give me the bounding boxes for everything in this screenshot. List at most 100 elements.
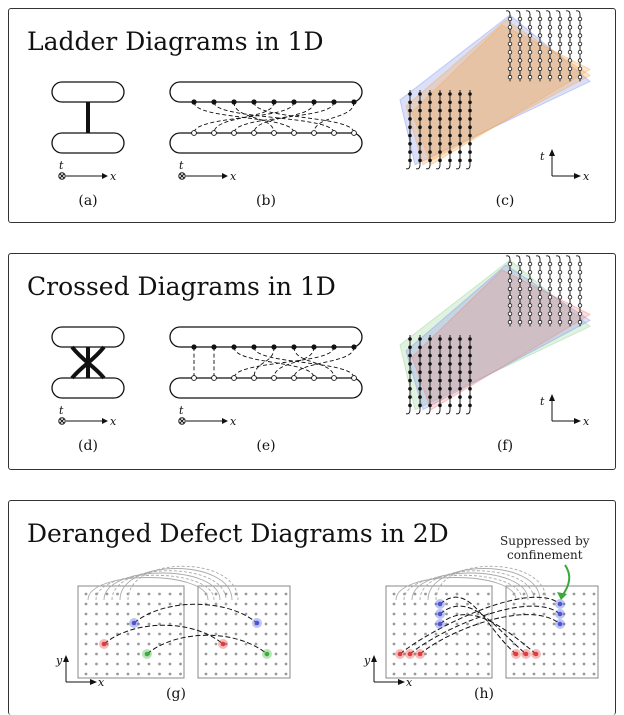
diagram-g-site bbox=[234, 612, 238, 616]
diagram-g-defect bbox=[264, 651, 270, 657]
diagram-g-x-arrowhead bbox=[90, 679, 97, 685]
diagram-g-site bbox=[204, 672, 208, 676]
diagram-f-site bbox=[567, 261, 573, 267]
diagram-e-vertex bbox=[291, 375, 297, 381]
diagram-h-site bbox=[413, 632, 417, 636]
diagram-c-site bbox=[418, 133, 422, 138]
diagram-g-site bbox=[84, 652, 88, 656]
diagram-c-site bbox=[438, 150, 442, 154]
diagram-g-site bbox=[95, 602, 98, 606]
diagram-b-propagator bbox=[233, 101, 275, 134]
diagram-h-defect bbox=[437, 621, 443, 627]
diagram-f-site bbox=[517, 319, 523, 325]
diagram-b-vertex bbox=[311, 130, 317, 136]
diagram-c-site bbox=[537, 74, 543, 80]
diagram-g-site bbox=[105, 602, 109, 606]
confinement-annotation: Suppressed by confinement bbox=[500, 534, 590, 562]
diagram-f-site bbox=[468, 362, 472, 366]
diagram-f-site bbox=[577, 286, 583, 292]
diagram-h-site bbox=[582, 622, 586, 626]
diagram-h-site bbox=[424, 652, 427, 656]
diagram-h-site bbox=[403, 612, 406, 616]
diagram-h-site bbox=[455, 642, 459, 646]
diagram-f-site bbox=[577, 295, 583, 300]
diagram-f-site bbox=[438, 337, 442, 341]
diagram-e-propagator bbox=[253, 346, 275, 379]
diagram-c-site bbox=[527, 41, 533, 47]
diagram-h-site bbox=[466, 632, 469, 636]
diagram-g-site bbox=[244, 672, 248, 676]
diagram-g-site bbox=[116, 622, 119, 626]
diagram-g-defect bbox=[101, 641, 107, 647]
diagram-f-site bbox=[428, 387, 432, 391]
diagram-g-x-label: x bbox=[98, 676, 105, 689]
diagram-f-site bbox=[408, 403, 412, 408]
diagram-f-site bbox=[557, 295, 563, 300]
diagram-f-site bbox=[458, 362, 462, 366]
diagram-f-site bbox=[458, 387, 462, 391]
diagram-c-site bbox=[418, 100, 422, 105]
diagram-c-site bbox=[438, 117, 442, 121]
diagram-h-site bbox=[424, 622, 427, 626]
diagram-h-site bbox=[434, 602, 438, 606]
diagram-c-hook bbox=[545, 10, 551, 16]
diagram-h-site bbox=[445, 592, 448, 596]
diagram-h-x-arrowhead bbox=[398, 679, 405, 685]
diagram-h-site bbox=[434, 652, 438, 656]
diagram-g-site bbox=[147, 632, 151, 636]
diagram-b-vertex bbox=[291, 130, 297, 136]
diagram-f-site bbox=[458, 353, 462, 358]
diagram-g-site bbox=[137, 652, 140, 656]
diagram-g-site bbox=[284, 642, 288, 646]
diagram-e-propagator bbox=[293, 346, 355, 379]
diagram-g-site bbox=[137, 642, 140, 646]
diagram-f-site bbox=[547, 303, 553, 308]
diagram-g-site bbox=[214, 622, 218, 626]
diagram-c-site bbox=[527, 33, 533, 38]
axes-e-x-arrowhead bbox=[222, 418, 228, 424]
diagram-e-vertex bbox=[331, 375, 337, 381]
diagram-f-site bbox=[507, 295, 513, 300]
diagram-b-vertex bbox=[211, 130, 217, 136]
diagram-g-site bbox=[158, 622, 161, 626]
diagram-h-site bbox=[592, 662, 596, 666]
diagram-f-site bbox=[567, 270, 573, 275]
diagram-g-site bbox=[137, 662, 140, 666]
diagram-h-site bbox=[552, 662, 556, 666]
diagram-f-site bbox=[428, 353, 432, 358]
diagram-h-site bbox=[434, 672, 438, 676]
diagram-g-site bbox=[147, 642, 151, 646]
diagram-e-vertex bbox=[271, 344, 277, 350]
diagram-f-site bbox=[448, 353, 452, 358]
diagram-c-hook bbox=[555, 10, 561, 16]
diagram-f-site bbox=[418, 345, 422, 350]
diagram-f-site bbox=[418, 362, 422, 366]
diagram-g-site bbox=[244, 602, 248, 606]
diagram-g-site bbox=[179, 642, 182, 646]
diagram-h-site bbox=[403, 602, 406, 606]
diagram-c-site bbox=[577, 41, 583, 47]
axes-a-t-label: t bbox=[59, 159, 64, 172]
diagram-g-site bbox=[105, 642, 109, 646]
diagram-g-site bbox=[95, 662, 98, 666]
diagram-g-site bbox=[264, 592, 268, 596]
diagram-f-site bbox=[537, 311, 543, 316]
diagram-c-site bbox=[577, 33, 583, 38]
diagram-c-site bbox=[458, 158, 462, 163]
diagram-g-site bbox=[234, 642, 238, 646]
diagram-g-site bbox=[274, 652, 278, 656]
diagram-h-site bbox=[582, 642, 586, 646]
bottom-chain bbox=[51, 132, 125, 154]
diagram-f-site bbox=[428, 378, 432, 383]
diagram-f-site bbox=[557, 270, 563, 275]
diagram-g-site bbox=[284, 672, 288, 676]
diagram-c-site bbox=[567, 50, 573, 55]
diagram-h-defect-link bbox=[439, 605, 527, 655]
diagram-g-site bbox=[224, 662, 228, 666]
diagram-h-defect bbox=[437, 611, 443, 617]
diagram-g-site bbox=[204, 662, 208, 666]
diagram-c-site bbox=[438, 125, 442, 129]
diagram-f-hook bbox=[555, 255, 561, 261]
diagram-h-site bbox=[562, 672, 566, 676]
diagram-g-y-label: y bbox=[55, 654, 63, 667]
